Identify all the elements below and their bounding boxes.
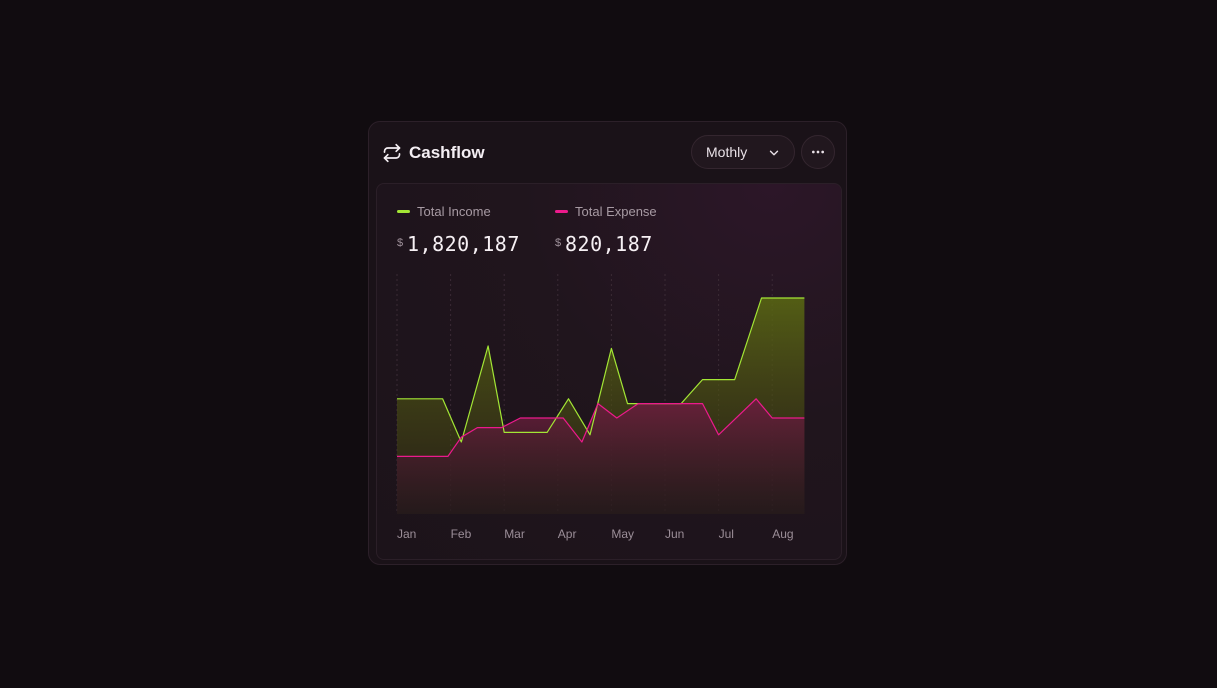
- x-tick-jul: Jul: [719, 527, 734, 541]
- chart-panel: Total Income $ 1,820,187 Total Expense $…: [376, 183, 842, 560]
- repeat-icon: [383, 143, 401, 163]
- legend-label-income: Total Income: [417, 204, 491, 219]
- legend-label-expense: Total Expense: [575, 204, 657, 219]
- total-expense-line: [397, 398, 805, 457]
- card-header: Cashflow Mothly: [369, 122, 846, 184]
- x-tick-feb: Feb: [451, 527, 472, 541]
- more-options-button[interactable]: [801, 135, 835, 169]
- cashflow-area-chart: Jan Feb Mar Apr May Jun Jul Aug: [396, 274, 805, 541]
- x-tick-jun: Jun: [665, 527, 684, 541]
- more-horizontal-icon: [812, 150, 824, 154]
- expense-currency: $: [555, 237, 562, 249]
- x-tick-mar: Mar: [504, 527, 525, 541]
- legend-swatch-expense: [555, 210, 568, 213]
- chevron-down-icon: [769, 150, 779, 156]
- cashflow-card: Cashflow Mothly Total Income $ 1,820,187: [368, 121, 847, 565]
- x-tick-may: May: [611, 527, 634, 541]
- legend-swatch-income: [397, 210, 410, 213]
- x-tick-aug: Aug: [772, 527, 793, 541]
- x-tick-jan: Jan: [397, 527, 416, 541]
- period-dropdown[interactable]: Mothly: [691, 135, 795, 169]
- x-tick-apr: Apr: [558, 527, 577, 541]
- expense-amount: 820,187: [565, 232, 653, 256]
- income-currency: $: [397, 237, 404, 249]
- period-dropdown-value: Mothly: [706, 144, 748, 160]
- total-expense-area: [397, 398, 805, 514]
- total-income-line: [397, 297, 805, 443]
- income-amount: 1,820,187: [407, 232, 520, 256]
- card-title: Cashflow: [409, 143, 485, 162]
